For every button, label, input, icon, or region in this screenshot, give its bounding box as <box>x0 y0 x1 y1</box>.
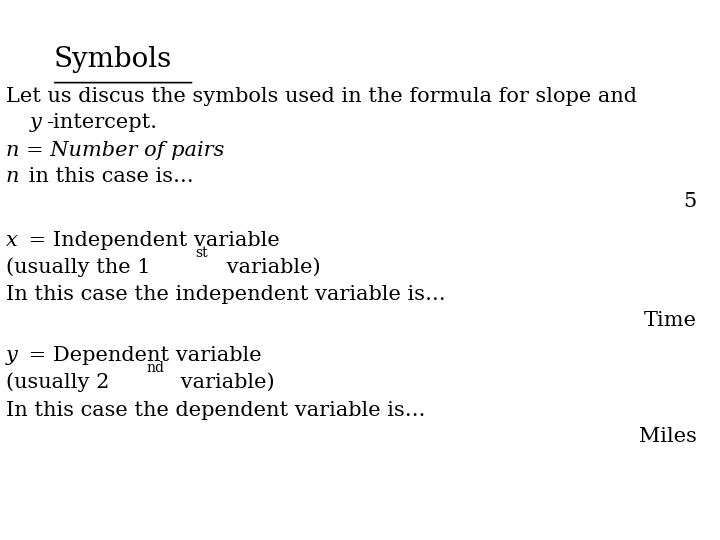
Text: Let us discus the symbols used in the formula for slope and: Let us discus the symbols used in the fo… <box>6 87 636 106</box>
Text: -intercept.: -intercept. <box>46 113 157 132</box>
Text: n = Number of pairs: n = Number of pairs <box>6 141 224 160</box>
Text: (usually 2: (usually 2 <box>6 373 109 392</box>
Text: (usually the 1: (usually the 1 <box>6 258 150 277</box>
Text: Time: Time <box>644 310 697 329</box>
Text: n: n <box>6 167 19 186</box>
Text: = Dependent variable: = Dependent variable <box>22 346 261 365</box>
Text: In this case the dependent variable is…: In this case the dependent variable is… <box>6 401 426 420</box>
Text: = Independent variable: = Independent variable <box>22 231 279 249</box>
Text: Miles: Miles <box>639 427 697 446</box>
Text: variable): variable) <box>174 373 274 392</box>
Text: y: y <box>6 346 17 365</box>
Text: x: x <box>6 231 17 249</box>
Text: variable): variable) <box>220 258 320 276</box>
Text: 5: 5 <box>684 192 697 211</box>
Text: nd: nd <box>146 361 164 375</box>
Text: st: st <box>195 246 208 260</box>
Text: y: y <box>30 113 42 132</box>
Text: Symbols: Symbols <box>54 46 172 73</box>
Text: in this case is…: in this case is… <box>22 167 194 186</box>
Text: In this case the independent variable is…: In this case the independent variable is… <box>6 285 446 303</box>
